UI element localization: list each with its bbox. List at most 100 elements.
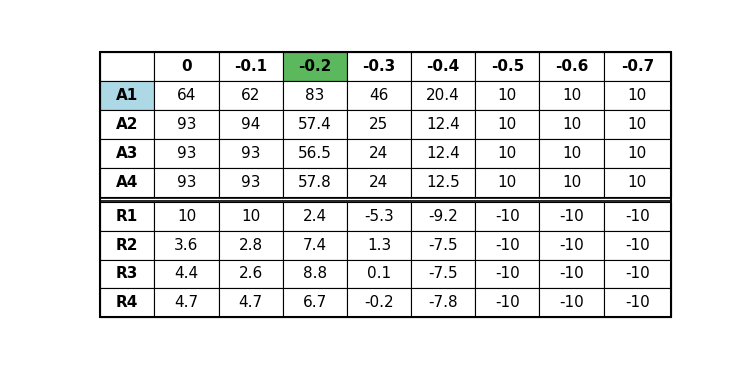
Bar (219, 110, 283, 139)
Bar (347, 81, 411, 110)
Bar (475, 231, 539, 259)
Bar (604, 231, 671, 259)
Bar (154, 259, 219, 288)
Text: 46: 46 (369, 88, 389, 103)
Bar (604, 110, 671, 139)
Bar (283, 168, 347, 197)
Text: R4: R4 (116, 295, 138, 310)
Text: 10: 10 (241, 209, 260, 224)
Bar (539, 231, 604, 259)
Text: 1.3: 1.3 (367, 238, 391, 253)
Bar (475, 259, 539, 288)
Bar (347, 259, 411, 288)
Text: 10: 10 (498, 88, 517, 103)
Bar (347, 168, 411, 197)
Text: 57.8: 57.8 (298, 175, 332, 190)
Bar (347, 110, 411, 139)
Bar (100, 168, 154, 197)
Bar (283, 202, 347, 231)
Text: 4.7: 4.7 (238, 295, 262, 310)
Text: 10: 10 (562, 146, 581, 161)
Bar (411, 288, 475, 317)
Text: 57.4: 57.4 (298, 117, 332, 132)
Text: -0.2: -0.2 (364, 295, 394, 310)
Bar (283, 139, 347, 168)
Text: 0.1: 0.1 (367, 266, 391, 281)
Text: 10: 10 (562, 88, 581, 103)
Bar (219, 52, 283, 81)
Text: 10: 10 (562, 117, 581, 132)
Text: -10: -10 (559, 295, 584, 310)
Text: -10: -10 (625, 209, 650, 224)
Bar (100, 259, 154, 288)
Text: 94: 94 (241, 117, 260, 132)
Text: R3: R3 (116, 266, 138, 281)
Bar (411, 231, 475, 259)
Text: 10: 10 (628, 117, 647, 132)
Bar (100, 231, 154, 259)
Text: 93: 93 (241, 175, 260, 190)
Text: 93: 93 (177, 175, 196, 190)
Text: 83: 83 (305, 88, 325, 103)
Text: 12.4: 12.4 (426, 117, 460, 132)
Text: -0.6: -0.6 (555, 59, 588, 74)
Bar (411, 168, 475, 197)
Bar (100, 52, 154, 81)
Bar (283, 259, 347, 288)
Text: 4.4: 4.4 (174, 266, 199, 281)
Bar (539, 259, 604, 288)
Bar (604, 81, 671, 110)
Bar (604, 202, 671, 231)
Text: -10: -10 (495, 295, 520, 310)
Bar (539, 52, 604, 81)
Text: 24: 24 (369, 175, 389, 190)
Text: 56.5: 56.5 (298, 146, 332, 161)
Text: 10: 10 (628, 175, 647, 190)
Text: -7.5: -7.5 (429, 238, 458, 253)
Text: -0.5: -0.5 (491, 59, 524, 74)
Bar (604, 139, 671, 168)
Text: -9.2: -9.2 (429, 209, 458, 224)
Text: 12.5: 12.5 (426, 175, 460, 190)
Text: A3: A3 (116, 146, 138, 161)
Text: -10: -10 (559, 238, 584, 253)
Text: 12.4: 12.4 (426, 146, 460, 161)
Bar (219, 168, 283, 197)
Bar (604, 168, 671, 197)
Bar (154, 202, 219, 231)
Bar (283, 110, 347, 139)
Bar (219, 231, 283, 259)
Bar (154, 52, 219, 81)
Text: -0.1: -0.1 (234, 59, 267, 74)
Bar (475, 52, 539, 81)
Text: -10: -10 (495, 238, 520, 253)
Bar (283, 231, 347, 259)
Bar (100, 202, 154, 231)
Bar (411, 52, 475, 81)
Bar (539, 81, 604, 110)
Text: 10: 10 (498, 175, 517, 190)
Bar (475, 202, 539, 231)
Text: 10: 10 (562, 175, 581, 190)
Bar (100, 81, 154, 110)
Bar (154, 81, 219, 110)
Text: 7.4: 7.4 (303, 238, 327, 253)
Bar (604, 52, 671, 81)
Bar (411, 139, 475, 168)
Bar (219, 139, 283, 168)
Bar (411, 110, 475, 139)
Text: -10: -10 (559, 266, 584, 281)
Text: 62: 62 (241, 88, 260, 103)
Bar (604, 288, 671, 317)
Bar (411, 202, 475, 231)
Bar (154, 231, 219, 259)
Bar (539, 202, 604, 231)
Bar (539, 168, 604, 197)
Text: 93: 93 (241, 146, 260, 161)
Text: -0.4: -0.4 (426, 59, 459, 74)
Text: -7.8: -7.8 (429, 295, 458, 310)
Text: R2: R2 (116, 238, 138, 253)
Bar (283, 288, 347, 317)
Text: A4: A4 (116, 175, 138, 190)
Bar (100, 139, 154, 168)
